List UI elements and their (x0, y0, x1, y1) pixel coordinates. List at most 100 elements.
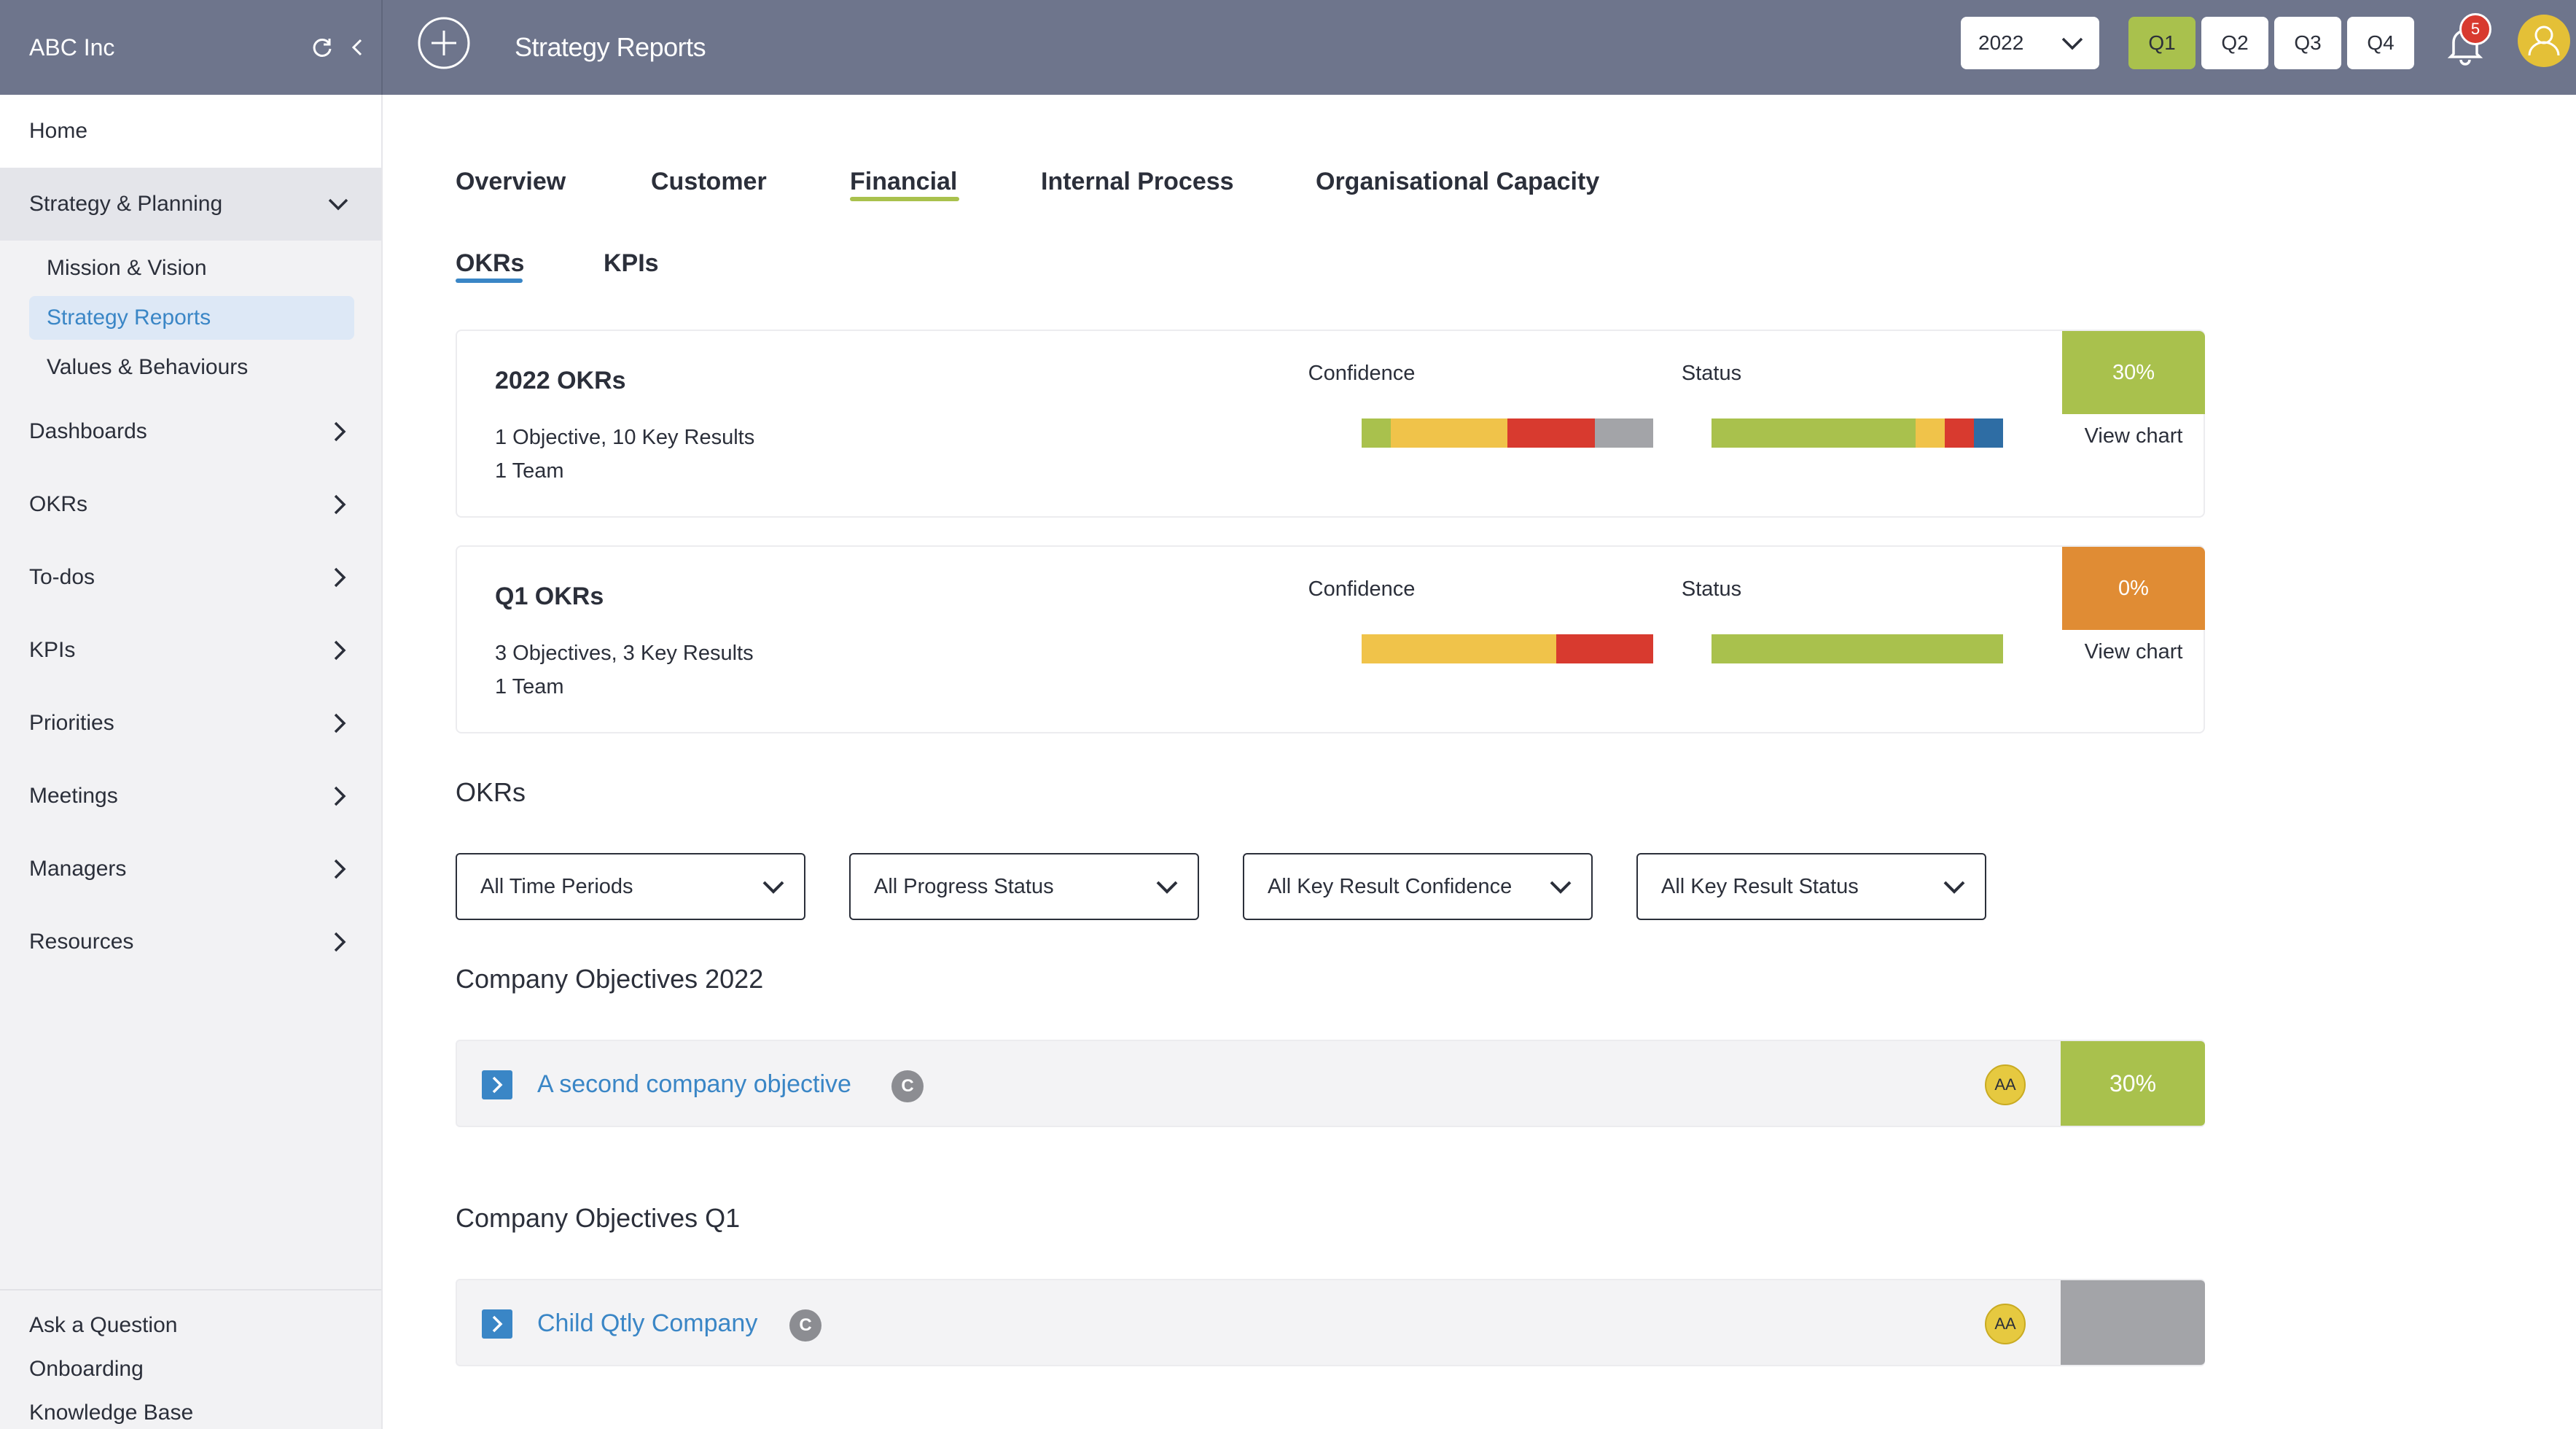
sidebar-item-label: Home (29, 119, 88, 143)
expand-icon[interactable] (482, 1070, 512, 1099)
sidebar-item-label: Meetings (29, 784, 118, 808)
link-ask-question[interactable]: Ask a Question (29, 1313, 178, 1337)
user-icon (2528, 26, 2560, 56)
refresh-icon[interactable] (306, 28, 338, 67)
bar-segment-green (1712, 418, 1916, 448)
sidebar-subitem-label: Values & Behaviours (47, 355, 249, 379)
expand-icon[interactable] (482, 1309, 512, 1339)
sidebar-subitem-values-behaviours[interactable]: Values & Behaviours (29, 346, 354, 389)
notification-badge: 5 (2459, 13, 2491, 45)
filter-key-result-confidence[interactable]: All Key Result Confidence (1243, 853, 1593, 920)
quarter-button-q1[interactable]: Q1 (2128, 17, 2196, 69)
status-bar (1712, 634, 2003, 663)
sidebar-subitem-label: Mission & Vision (47, 256, 207, 280)
owner-avatar[interactable]: AA (1985, 1064, 2026, 1105)
card-counts: 3 Objectives, 3 Key Results (495, 642, 754, 665)
bar-segment-blue (1974, 418, 2003, 448)
sidebar-subitem-label: Strategy Reports (47, 305, 211, 330)
bar-segment-yellow (1916, 418, 1945, 448)
chevron-down-icon (1943, 881, 1965, 894)
subtab-okrs[interactable]: OKRs (456, 249, 525, 277)
company-type-badge: C (891, 1070, 924, 1102)
bar-segment-red (1945, 418, 1974, 448)
objective-group-heading: Company Objectives 2022 (456, 964, 764, 994)
sidebar-item-managers[interactable]: Managers (0, 833, 381, 906)
tab-internal-process[interactable]: Internal Process (1041, 168, 1234, 195)
card-title: 2022 OKRs (495, 367, 626, 394)
sidebar-item-label: Priorities (29, 711, 114, 735)
subtab-kpis[interactable]: KPIs (604, 249, 659, 277)
bar-segment-yellow (1362, 634, 1556, 663)
top-bar: ABC Inc Strategy Reports 2022 Q1 Q2 Q3 Q… (0, 0, 2576, 95)
bar-segment-yellow (1391, 418, 1507, 448)
objective-title[interactable]: Child Qtly Company (537, 1309, 758, 1337)
progress-box: 30% (2062, 331, 2205, 414)
sidebar-item-priorities[interactable]: Priorities (0, 687, 381, 760)
sidebar-subitem-strategy-reports[interactable]: Strategy Reports (29, 296, 354, 340)
chevron-down-icon (328, 198, 348, 211)
tab-financial[interactable]: Financial (850, 168, 958, 195)
quarter-button-q4[interactable]: Q4 (2347, 17, 2414, 69)
filter-progress-status[interactable]: All Progress Status (849, 853, 1199, 920)
brand-area: ABC Inc (0, 0, 383, 95)
add-icon[interactable] (417, 16, 471, 70)
bar-segment-green (1362, 418, 1391, 448)
filter-value: All Key Result Confidence (1268, 875, 1513, 898)
link-knowledge-base[interactable]: Knowledge Base (29, 1401, 194, 1425)
tab-organisational-capacity[interactable]: Organisational Capacity (1316, 168, 1600, 195)
filter-time-periods[interactable]: All Time Periods (456, 853, 805, 920)
org-name[interactable]: ABC Inc (29, 34, 115, 61)
sidebar-item-meetings[interactable]: Meetings (0, 760, 381, 833)
sidebar-item-label: Managers (29, 857, 127, 881)
company-type-badge: C (789, 1309, 821, 1342)
sidebar-subitem-mission-vision[interactable]: Mission & Vision (29, 246, 354, 290)
confidence-label: Confidence (1308, 577, 1416, 601)
owner-avatar[interactable]: AA (1985, 1304, 2026, 1344)
sidebar-item-todos[interactable]: To-dos (0, 541, 381, 614)
year-select[interactable]: 2022 (1961, 17, 2099, 69)
tab-customer[interactable]: Customer (651, 168, 767, 195)
quarter-button-q3[interactable]: Q3 (2274, 17, 2341, 69)
objective-row[interactable]: Child Qtly Company C AA (456, 1279, 2205, 1366)
chevron-right-icon (334, 786, 346, 806)
year-select-value: 2022 (1978, 31, 2024, 54)
sidebar-item-label: Dashboards (29, 419, 147, 443)
bar-segment-green (1712, 634, 2003, 663)
view-chart-link[interactable]: View chart (2084, 424, 2183, 448)
bar-segment-red (1556, 634, 1653, 663)
bar-segment-gray (1595, 418, 1653, 448)
card-teams: 1 Team (495, 675, 564, 698)
objective-title[interactable]: A second company objective (537, 1070, 851, 1098)
collapse-sidebar-icon[interactable] (343, 28, 372, 67)
sidebar: Home Strategy & Planning Mission & Visio… (0, 95, 383, 1429)
sidebar-item-kpis[interactable]: KPIs (0, 614, 381, 687)
filter-value: All Progress Status (874, 875, 1054, 898)
sidebar-item-label: KPIs (29, 638, 76, 662)
sidebar-item-resources[interactable]: Resources (0, 906, 381, 978)
status-bar (1712, 418, 2003, 448)
filter-key-result-status[interactable]: All Key Result Status (1636, 853, 1986, 920)
chevron-right-icon (334, 494, 346, 515)
sidebar-item-label: To-dos (29, 565, 95, 589)
chevron-down-icon (762, 881, 784, 894)
confidence-bar (1362, 418, 1653, 448)
chevron-right-icon (334, 859, 346, 879)
objective-progress: 30% (2061, 1041, 2205, 1126)
quarter-button-q2[interactable]: Q2 (2201, 17, 2268, 69)
status-label: Status (1681, 362, 1742, 385)
link-onboarding[interactable]: Onboarding (29, 1357, 144, 1381)
objective-progress (2061, 1280, 2205, 1365)
objective-row[interactable]: A second company objective C AA 30% (456, 1040, 2205, 1127)
sidebar-item-strategy-planning[interactable]: Strategy & Planning (0, 168, 381, 241)
chevron-down-icon (1156, 881, 1178, 894)
card-teams: 1 Team (495, 459, 564, 483)
sidebar-item-home[interactable]: Home (0, 95, 381, 168)
tab-overview[interactable]: Overview (456, 168, 566, 195)
chevron-down-icon (1550, 881, 1572, 894)
sidebar-divider (0, 1289, 381, 1290)
view-chart-link[interactable]: View chart (2084, 640, 2183, 663)
user-avatar[interactable] (2518, 15, 2570, 67)
sidebar-item-dashboards[interactable]: Dashboards (0, 395, 381, 468)
sidebar-item-okrs[interactable]: OKRs (0, 468, 381, 541)
